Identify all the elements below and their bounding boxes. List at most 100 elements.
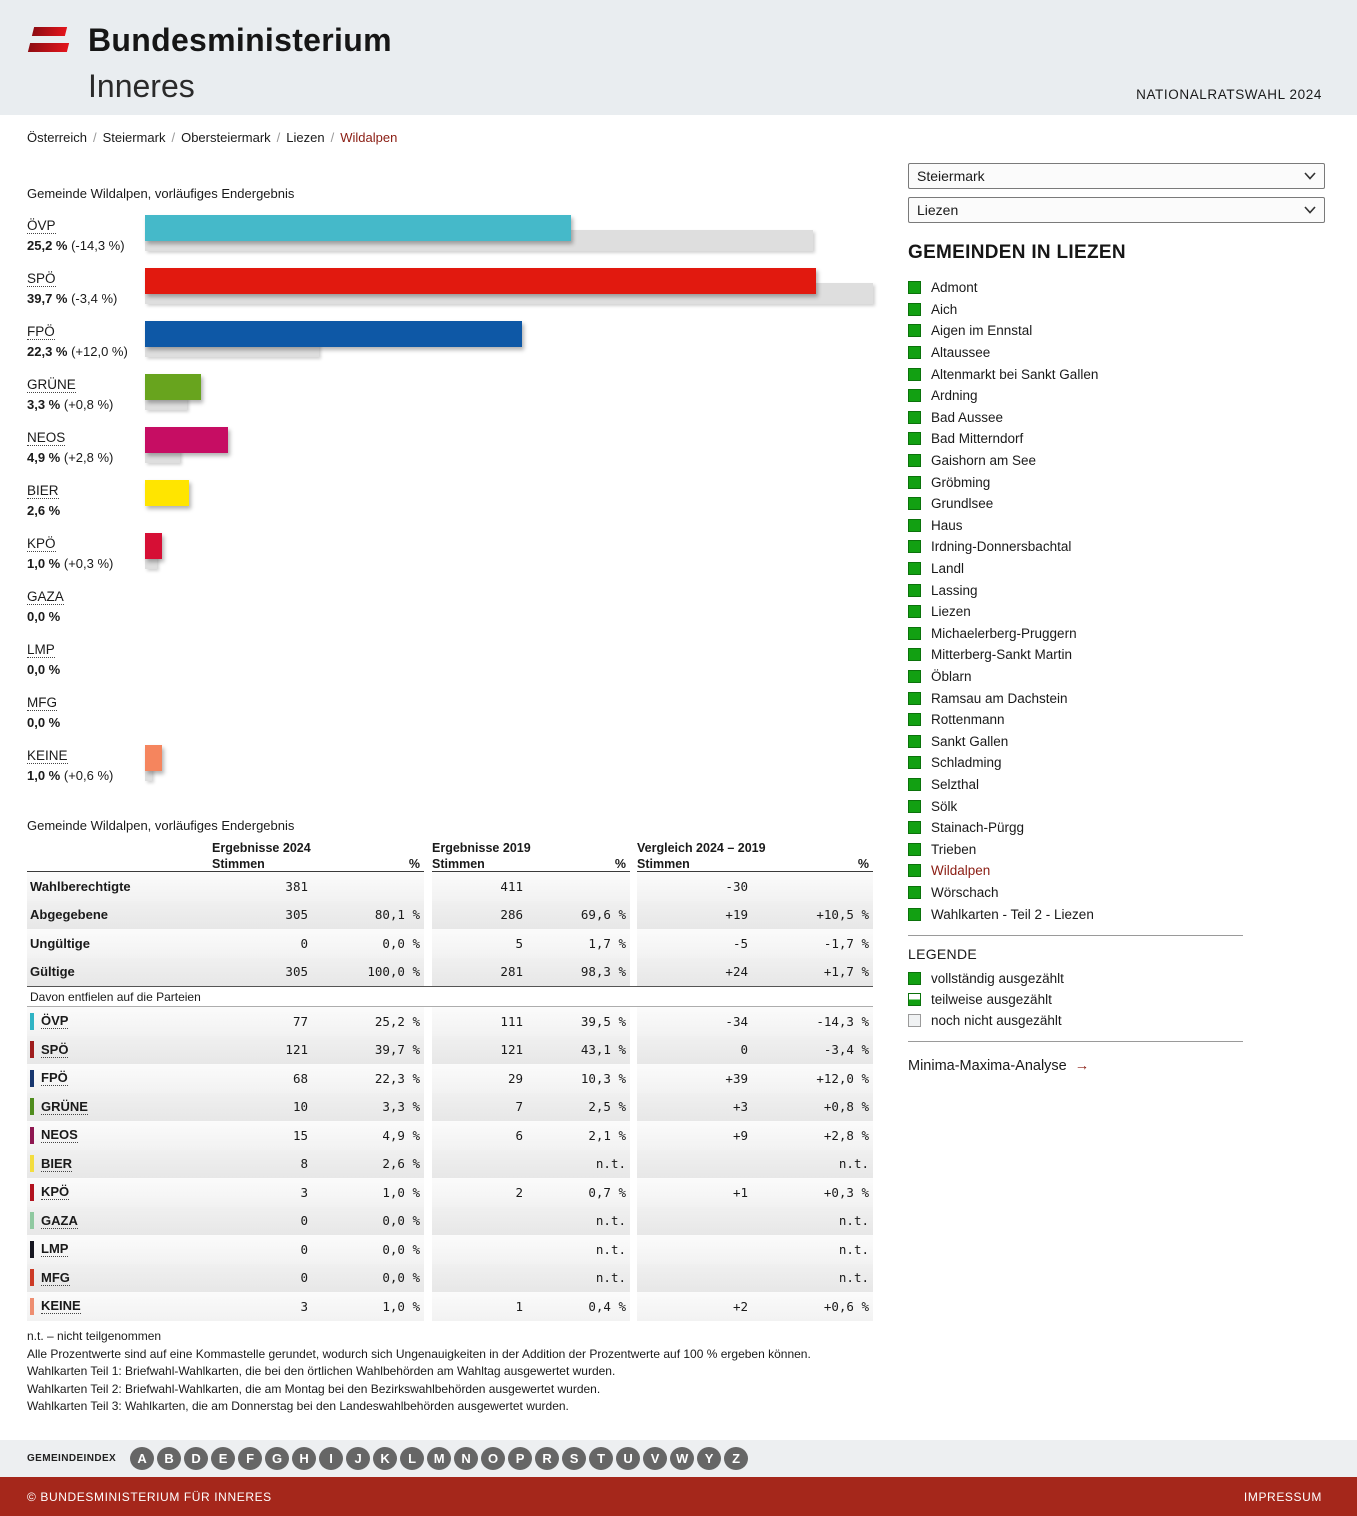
party-link[interactable]: BIER [41, 1155, 73, 1172]
municipality-item[interactable]: Sölk [908, 795, 1325, 817]
municipality-item[interactable]: Öblarn [908, 666, 1325, 688]
minima-maxima-analysis-link[interactable]: Minima-Maxima-Analyse → [908, 1058, 1089, 1074]
index-letter[interactable]: G [265, 1447, 290, 1470]
index-letter[interactable]: U [616, 1447, 641, 1470]
municipality-item[interactable]: Wahlkarten - Teil 2 - Liezen [908, 903, 1325, 925]
legend-item: noch nicht ausgezählt [908, 1010, 1325, 1031]
breadcrumb-link[interactable]: Steiermark [102, 130, 166, 145]
party-link[interactable]: SPÖ [27, 271, 56, 287]
table-cell: +0,3 % [752, 1178, 873, 1207]
index-letter[interactable]: T [589, 1447, 614, 1470]
index-letter[interactable]: Z [724, 1447, 749, 1470]
municipality-item[interactable]: Altaussee [908, 342, 1325, 364]
index-letter[interactable]: S [562, 1447, 587, 1470]
spacer [424, 1035, 432, 1064]
party-link[interactable]: FPÖ [41, 1070, 68, 1087]
municipality-item[interactable]: Ramsau am Dachstein [908, 687, 1325, 709]
municipality-item[interactable]: Aigen im Ennstal [908, 320, 1325, 342]
index-letter[interactable]: K [373, 1447, 398, 1470]
municipality-item[interactable]: Mitterberg-Sankt Martin [908, 644, 1325, 666]
party-link[interactable]: LMP [41, 1241, 69, 1258]
table-cell: n.t. [752, 1235, 873, 1264]
table-cell: 3 [212, 1178, 312, 1207]
impressum-link[interactable]: IMPRESSUM [1243, 1489, 1322, 1504]
index-letter[interactable]: Y [697, 1447, 722, 1470]
municipality-item[interactable]: Wörschach [908, 882, 1325, 904]
table-cell: 15 [212, 1121, 312, 1150]
index-letter[interactable]: W [670, 1447, 695, 1470]
party-link[interactable]: GRÜNE [27, 377, 76, 393]
municipality-item[interactable]: Michaelerberg-Pruggern [908, 623, 1325, 645]
municipality-item[interactable]: Aich [908, 299, 1325, 321]
municipality-item[interactable]: Sankt Gallen [908, 730, 1325, 752]
party-link[interactable]: KEINE [27, 748, 68, 764]
party-link[interactable]: BIER [27, 483, 59, 499]
municipality-item[interactable]: Gröbming [908, 471, 1325, 493]
austria-flag-logo-icon [27, 26, 71, 54]
party-link[interactable]: SPÖ [41, 1041, 69, 1058]
party-link[interactable]: GAZA [41, 1212, 78, 1229]
index-letter[interactable]: O [481, 1447, 506, 1470]
index-letter[interactable]: P [508, 1447, 533, 1470]
index-letter[interactable]: M [427, 1447, 452, 1470]
index-letter[interactable]: N [454, 1447, 479, 1470]
state-select[interactable]: Steiermark [908, 163, 1325, 189]
party-link[interactable]: FPÖ [27, 324, 55, 340]
index-letter[interactable]: V [643, 1447, 668, 1470]
breadcrumb-link[interactable]: Österreich [27, 130, 87, 145]
index-letter[interactable]: L [400, 1447, 425, 1470]
party-link[interactable]: ÖVP [27, 218, 56, 234]
party-link[interactable]: NEOS [27, 430, 66, 446]
counted-status-icon [908, 605, 921, 619]
footnote-line: Wahlkarten Teil 3: Wahlkarten, die am Do… [27, 1399, 569, 1413]
municipality-item[interactable]: Admont [908, 277, 1325, 299]
municipality-item[interactable]: Bad Aussee [908, 407, 1325, 429]
party-link[interactable]: GAZA [27, 589, 64, 605]
table-cell: n.t. [527, 1263, 630, 1292]
party-link[interactable]: GRÜNE [41, 1098, 88, 1115]
index-letter[interactable]: R [535, 1447, 560, 1470]
municipality-item[interactable]: Rottenmann [908, 709, 1325, 731]
table-cell: +10,5 % [752, 900, 873, 929]
party-link[interactable]: MFG [41, 1269, 70, 1286]
party-link[interactable]: LMP [27, 642, 55, 658]
table-row: Abgegebene 305 80,1 % 286 69,6 % +19 +10,5 % [27, 900, 873, 929]
spacer [630, 1178, 637, 1207]
municipality-item[interactable]: Bad Mitterndorf [908, 428, 1325, 450]
municipality-item[interactable]: Wildalpen [908, 860, 1325, 882]
index-letter[interactable]: D [184, 1447, 209, 1470]
party-link[interactable]: KEINE [41, 1298, 81, 1315]
breadcrumb-link[interactable]: Obersteiermark [181, 130, 271, 145]
index-letter[interactable]: A [130, 1447, 155, 1470]
municipality-item[interactable]: Haus [908, 515, 1325, 537]
breadcrumb-link[interactable]: Liezen [286, 130, 325, 145]
index-letter[interactable]: J [346, 1447, 371, 1470]
index-letter[interactable]: H [292, 1447, 317, 1470]
party-link[interactable]: KPÖ [41, 1184, 70, 1201]
municipality-item[interactable]: Trieben [908, 838, 1325, 860]
index-letter[interactable]: I [319, 1447, 344, 1470]
municipality-item[interactable]: Grundlsee [908, 493, 1325, 515]
municipality-item[interactable]: Liezen [908, 601, 1325, 623]
municipality-item[interactable]: Lassing [908, 579, 1325, 601]
party-link[interactable]: NEOS [41, 1127, 78, 1144]
counted-status-icon [908, 454, 921, 468]
municipality-item[interactable]: Gaishorn am See [908, 450, 1325, 472]
index-letter[interactable]: F [238, 1447, 263, 1470]
district-select[interactable]: Liezen [908, 197, 1325, 223]
municipality-item[interactable]: Selzthal [908, 774, 1325, 796]
municipality-item[interactable]: Stainach-Pürgg [908, 817, 1325, 839]
bar-area [145, 690, 885, 743]
party-link[interactable]: KPÖ [27, 536, 56, 552]
municipality-item[interactable]: Schladming [908, 752, 1325, 774]
index-letter[interactable]: E [211, 1447, 236, 1470]
municipality-item[interactable]: Ardning [908, 385, 1325, 407]
party-link[interactable]: MFG [27, 695, 57, 711]
table-cell: 0 [637, 1035, 752, 1064]
spacer [424, 957, 432, 986]
municipality-item[interactable]: Altenmarkt bei Sankt Gallen [908, 363, 1325, 385]
party-link[interactable]: ÖVP [41, 1013, 69, 1030]
index-letter[interactable]: B [157, 1447, 182, 1470]
municipality-item[interactable]: Landl [908, 558, 1325, 580]
municipality-item[interactable]: Irdning-Donnersbachtal [908, 536, 1325, 558]
